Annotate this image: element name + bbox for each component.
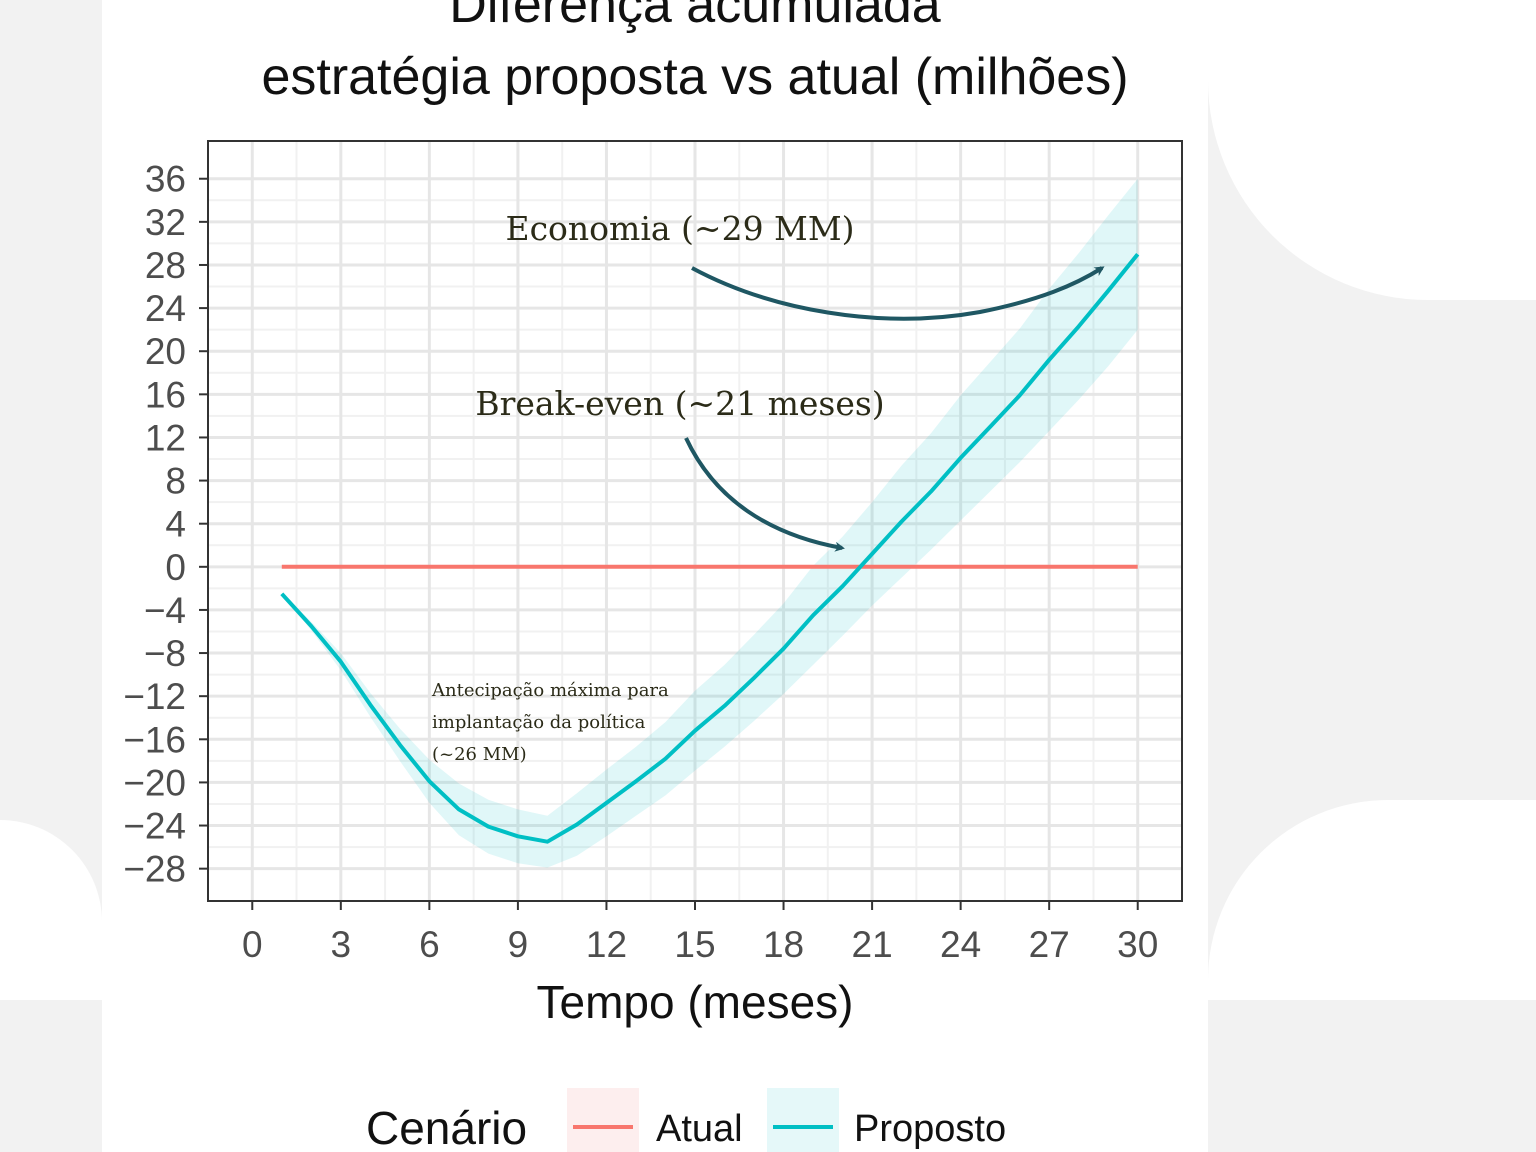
x-tick-label: 12 (586, 924, 627, 965)
y-tick-label: 4 (165, 504, 186, 545)
y-tick-label: 16 (145, 374, 186, 415)
y-tick-label: −20 (123, 762, 186, 803)
annotation-economia: Economia (~29 MM) (505, 209, 854, 248)
y-tick-label: −12 (123, 676, 186, 717)
y-tick-label: −8 (144, 633, 186, 674)
annotation-antecipacao-line-2: implantação da política (432, 712, 646, 733)
x-tick-label: 15 (674, 924, 715, 965)
legend-key-proposto (767, 1088, 839, 1152)
x-tick-label: 27 (1029, 924, 1070, 965)
x-axis-title: Tempo (meses) (537, 976, 854, 1028)
y-tick-label: 12 (145, 417, 186, 458)
y-tick-label: 28 (145, 245, 186, 286)
y-tick-label: −28 (123, 849, 186, 890)
x-tick-label: 6 (419, 924, 440, 965)
legend-label-atual: Atual (656, 1108, 743, 1150)
x-tick-label: 3 (331, 924, 352, 965)
y-tick-label: −4 (144, 590, 186, 631)
chart-title-line-2: estratégia proposta vs atual (milhões) (261, 48, 1128, 106)
series-line-proposto (280, 252, 1140, 844)
y-tick-label: −24 (123, 806, 186, 847)
x-tick-label: 21 (852, 924, 893, 965)
confidence-bands (281, 178, 1138, 868)
y-tick-label: −16 (123, 719, 186, 760)
annotation-economia-arrow (691, 266, 1105, 321)
legend-title: Cenário (366, 1102, 527, 1152)
annotation-break-even-arrow (684, 437, 845, 552)
legend-key-atual (567, 1088, 639, 1152)
chart-title-line-1: Diferença acumulada (449, 0, 940, 34)
series-lines (280, 252, 1140, 844)
y-tick-label: 8 (165, 461, 186, 502)
legend: Cenário Atual Proposto (366, 1088, 1006, 1152)
x-tick-label: 0 (242, 924, 263, 965)
legend-label-proposto: Proposto (854, 1108, 1006, 1150)
y-tick-label: 20 (145, 331, 186, 372)
y-tick-label: 0 (165, 547, 186, 588)
grid-major (208, 141, 1182, 901)
band-proposto (281, 178, 1138, 868)
x-tick-label: 9 (508, 924, 529, 965)
annotation-antecipacao-line-1: Antecipação máxima para (431, 680, 669, 701)
y-tick-label: 24 (145, 288, 186, 329)
annotation-break-even: Break-even (~21 meses) (475, 384, 884, 423)
y-tick-label: 36 (145, 159, 186, 200)
x-tick-label: 18 (763, 924, 804, 965)
x-tick-label: 30 (1117, 924, 1158, 965)
annotation-antecipacao-line-3: (~26 MM) (432, 744, 527, 765)
y-tick-label: 32 (145, 202, 186, 243)
x-axis: 0 3 6 9 12 15 18 21 24 27 30 (242, 901, 1158, 965)
x-tick-label: 24 (940, 924, 981, 965)
